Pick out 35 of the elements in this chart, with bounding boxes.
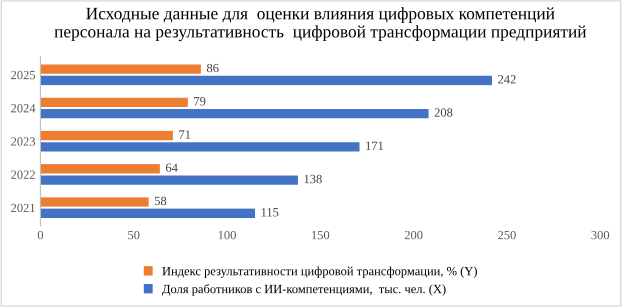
- data-label: 208: [434, 108, 452, 117]
- bar: [40, 175, 298, 185]
- data-label: 171: [366, 142, 384, 150]
- data-label: 71: [179, 130, 190, 139]
- x-tick-label: 250: [498, 230, 516, 240]
- data-label: 115: [262, 208, 278, 216]
- x-tick-label: 300: [591, 230, 610, 240]
- bar: [40, 64, 201, 74]
- legend-label: Индекс результативности цифровой трансформации, % (Y): [162, 266, 477, 278]
- y-tick-label: 2025: [11, 70, 36, 80]
- data-label: 242: [498, 75, 516, 84]
- y-tick-label: 2023: [11, 137, 36, 146]
- x-tick-label: 50: [128, 230, 140, 240]
- bar: [40, 108, 429, 118]
- chart-title: Исходные данные для оценки влияния цифровых компетенций персонала на результативность цифровой трансформации предприятий: [54, 7, 586, 42]
- legend-label: Доля работников с ИИ-компетенциями, тыс. чел. (X): [162, 284, 446, 296]
- bar: [40, 208, 256, 218]
- bar: [40, 142, 360, 152]
- x-tick-label: 100: [218, 230, 236, 240]
- y-tick-label: 2022: [11, 170, 35, 179]
- x-tick-label: 0: [38, 230, 44, 240]
- y-tick-label: 2021: [11, 204, 35, 212]
- x-tick-label: 150: [312, 230, 330, 240]
- data-label: 64: [166, 164, 178, 172]
- data-label: 79: [194, 97, 206, 106]
- bar: [40, 197, 149, 207]
- y-tick-label: 2024: [11, 104, 36, 112]
- data-label: 86: [206, 64, 219, 72]
- data-label: 58: [154, 196, 166, 206]
- bar: [40, 130, 173, 140]
- bar: [40, 76, 492, 86]
- bar: [40, 164, 160, 174]
- x-tick-label: 200: [404, 230, 423, 240]
- data-label: 138: [304, 174, 322, 184]
- bar: [40, 98, 188, 107]
